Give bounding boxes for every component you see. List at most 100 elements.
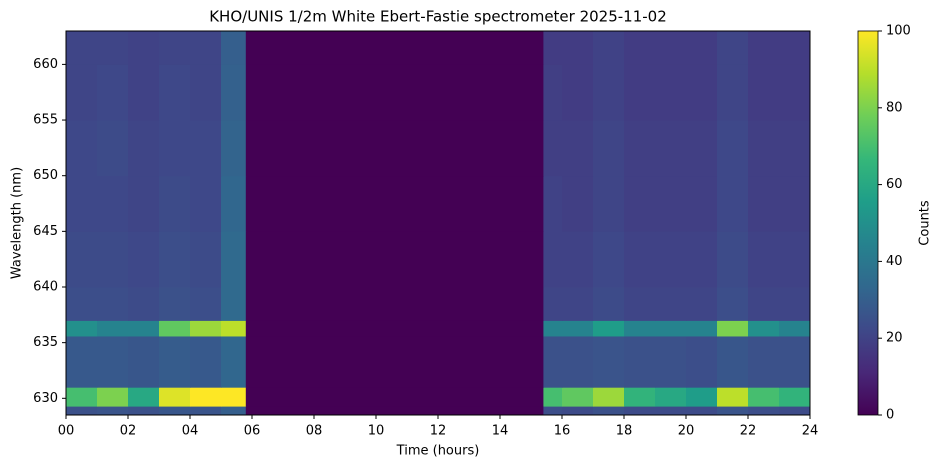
x-axis-label: Time (hours) [396,444,480,459]
heatmap-cell [686,31,718,65]
heatmap-cell [655,231,687,288]
heatmap-cell [562,175,594,232]
heatmap-cell [543,231,563,288]
heatmap-cell [624,231,656,288]
heatmap-cell [562,231,594,288]
heatmap-cell [686,320,718,337]
heatmap-cell [543,31,563,65]
heatmap-cell [221,231,247,288]
heatmap-cell [748,120,780,177]
y-tick-label: 640 [33,280,58,295]
heatmap-cell [686,120,718,177]
heatmap-cell [190,320,222,337]
heatmap-cell [624,320,656,337]
heatmap-cell [245,287,544,321]
heatmap-cell [562,31,594,65]
heatmap-cell [66,120,98,177]
heatmap-cell [245,406,544,416]
heatmap-cell [190,64,222,121]
x-tick-label: 22 [740,424,757,439]
heatmap-cell [748,64,780,121]
heatmap-cell [779,31,811,65]
heatmap-cell [245,120,544,177]
heatmap-cell [97,335,129,388]
heatmap-cell [190,231,222,288]
heatmap-cell [717,320,749,337]
heatmap-cell [66,64,98,121]
heatmap-cell [655,335,687,388]
heatmap-cell [66,175,98,232]
heatmap-cell [686,175,718,232]
heatmap-cell [159,120,191,177]
x-tick-label: 04 [182,424,199,439]
heatmap-cell [593,31,625,65]
heatmap-cell [97,31,129,65]
heatmap-cell [245,231,544,288]
heatmap-cell [66,231,98,288]
y-tick-label: 650 [33,168,58,183]
heatmap-cell [190,335,222,388]
y-tick-label: 660 [33,57,58,72]
heatmap-cell [593,406,625,416]
heatmap-cell [159,287,191,321]
colorbar-tick-label: 100 [886,24,911,39]
heatmap-cell [190,406,222,416]
heatmap-cell [66,320,98,337]
x-tick-label: 18 [616,424,633,439]
x-tick-label: 06 [244,424,261,439]
heatmap-cell [128,406,160,416]
heatmap-cell [624,406,656,416]
colorbar-label: Counts [918,200,933,246]
heatmap-cell [66,31,98,65]
heatmap-cell [562,320,594,337]
heatmap-cell [159,31,191,65]
heatmap-cell [655,64,687,121]
heatmap-cell [686,406,718,416]
heatmap-cell [593,335,625,388]
heatmap-cell [128,335,160,388]
heatmap-cell [245,387,544,407]
heatmap-cell [779,320,811,337]
heatmap-cell [221,406,247,416]
heatmap-cell [190,287,222,321]
y-tick-label: 630 [33,391,58,406]
heatmap-cell [66,406,98,416]
heatmap-cell [66,335,98,388]
colorbar-tick-label: 0 [886,408,894,423]
heatmap-cell [159,64,191,121]
heatmap-cell [717,406,749,416]
colorbar-tick-label: 40 [886,254,903,269]
y-axis-label: Wavelength (nm) [10,167,25,279]
heatmap-cell [221,335,247,388]
heatmap-cell [159,387,191,407]
heatmap-cell [779,287,811,321]
x-tick-label: 24 [802,424,819,439]
x-tick-label: 12 [430,424,447,439]
chart-title: KHO/UNIS 1/2m White Ebert-Fastie spectro… [209,8,667,26]
colorbar-tick-label: 60 [886,177,903,192]
heatmap-cell [190,175,222,232]
heatmap-cell [779,231,811,288]
heatmap-cell [97,387,129,407]
heatmap-cell [128,387,160,407]
heatmap-cell [748,335,780,388]
heatmap-cell [686,287,718,321]
heatmap-cell [748,175,780,232]
heatmap-cell [779,406,811,416]
heatmap-cell [543,320,563,337]
heatmap-cell [686,335,718,388]
heatmap-cell [543,406,563,416]
heatmap-cell [593,120,625,177]
heatmap-cell [245,175,544,232]
heatmap-cell [593,320,625,337]
heatmap-cell [66,387,98,407]
heatmap-cell [717,175,749,232]
x-tick-label: 08 [306,424,323,439]
heatmap-cell [624,120,656,177]
heatmap-cell [128,231,160,288]
heatmap-cell [624,387,656,407]
heatmap-cell [97,406,129,416]
heatmap-cell [562,287,594,321]
heatmap-cell [593,231,625,288]
